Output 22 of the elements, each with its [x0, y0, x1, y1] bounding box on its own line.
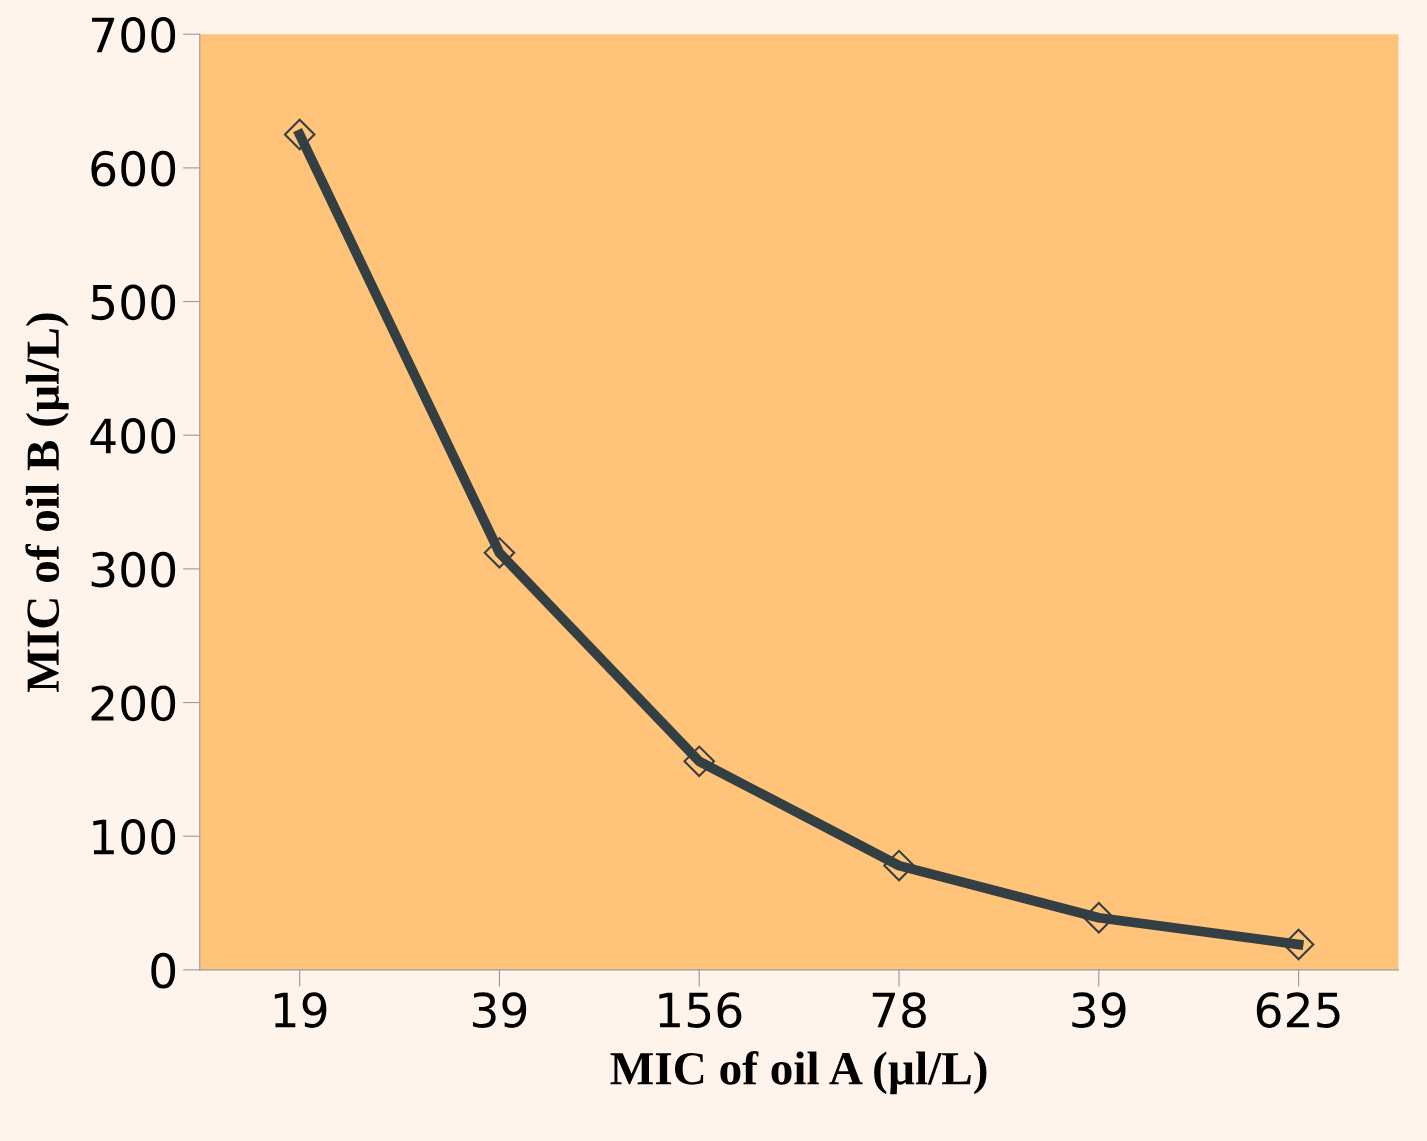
x-tick-label: 156	[659, 992, 742, 1028]
x-tick-label: 39	[1072, 992, 1126, 1028]
y-tick-label: 600	[91, 150, 176, 187]
x-tick-label: 39	[473, 992, 527, 1028]
x-tick-label: 78	[872, 992, 926, 1028]
y-tick-label: 100	[93, 819, 176, 855]
y-tick-label: 0	[151, 952, 176, 989]
x-tick-label: 19	[274, 992, 327, 1028]
point	[883, 849, 915, 882]
y-tick-label: 500	[91, 284, 176, 321]
point	[683, 745, 715, 778]
x-tick-label: 625	[1256, 992, 1340, 1028]
point	[283, 118, 316, 151]
y-tick-label: 400	[90, 418, 176, 454]
point	[483, 537, 516, 569]
y-tick-label: 300	[91, 551, 176, 588]
y-tick-label: 200	[91, 685, 176, 722]
point	[1282, 928, 1315, 961]
y-axis-title: MIC of oil B (µl/L)	[25, 313, 69, 692]
x-axis-title: MIC of oil A (µl/L)	[610, 1050, 987, 1095]
y-tick-label: 700	[91, 17, 176, 53]
point	[1083, 901, 1115, 934]
